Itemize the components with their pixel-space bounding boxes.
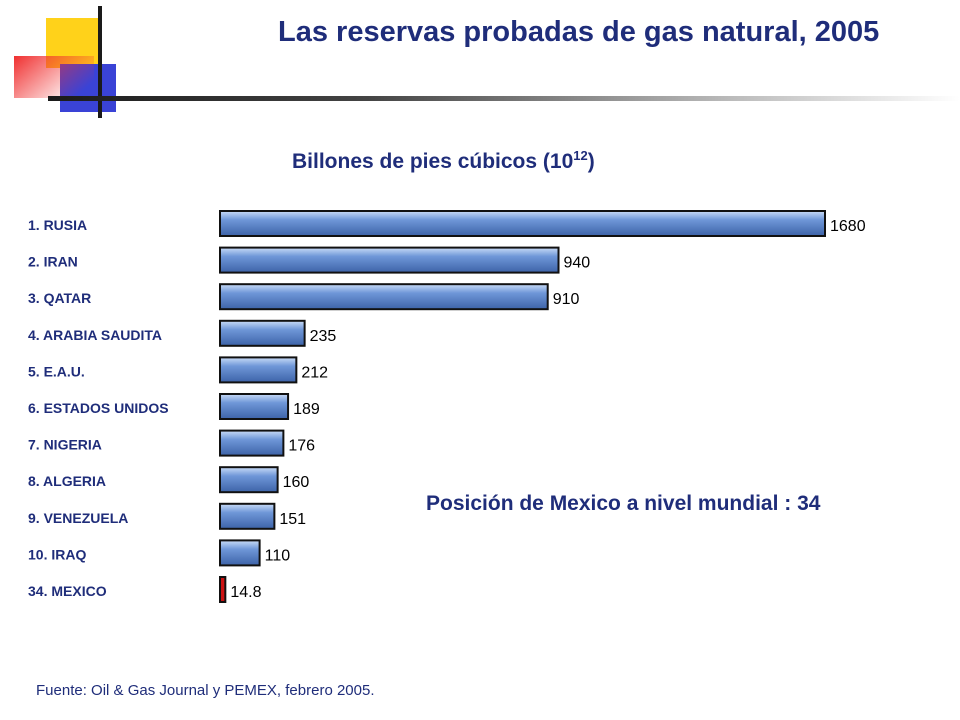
value-label: 14.8 <box>230 584 261 601</box>
bar <box>219 356 298 384</box>
subtitle-exponent: 12 <box>573 148 588 163</box>
value-label: 1680 <box>830 218 866 235</box>
slide-title: Las reservas probadas de gas natural, 20… <box>278 16 880 48</box>
logo-vertical-line <box>98 6 102 118</box>
category-label: 5. E.A.U. <box>28 363 85 379</box>
category-label: 7. NIGERIA <box>28 437 102 453</box>
bar <box>219 319 306 347</box>
bar <box>219 283 549 311</box>
bar <box>219 393 290 420</box>
bar <box>219 429 285 457</box>
value-label: 110 <box>265 547 291 564</box>
decorative-logo <box>0 0 150 125</box>
value-label: 151 <box>279 511 306 528</box>
category-label: 8. ALGERIA <box>28 473 106 489</box>
subtitle-text: Billones de pies cúbicos (10 <box>292 150 574 173</box>
value-label: 910 <box>553 291 580 308</box>
bar <box>219 466 279 494</box>
bar <box>219 502 276 530</box>
value-label: 160 <box>283 474 310 491</box>
category-label: 9. VENEZUELA <box>28 510 128 526</box>
bar-chart: 1. RUSIA 1680 2. IRAN 940 3. QATAR 910 4. ARAB… <box>28 210 866 603</box>
category-label: 2. IRAN <box>28 254 78 270</box>
chart-subtitle: Billones de pies cúbicos (1012) <box>292 148 595 174</box>
value-label: 189 <box>293 401 320 418</box>
value-label: 212 <box>301 364 328 381</box>
category-label: 3. QATAR <box>28 290 91 306</box>
logo-squares-icon <box>14 6 116 118</box>
logo-red-square <box>14 56 94 98</box>
bar <box>219 539 261 567</box>
source-note: Fuente: Oil & Gas Journal y PEMEX, febre… <box>36 682 375 699</box>
value-label: 176 <box>288 438 315 455</box>
mexico-position-note: Posición de Mexico a nivel mundial : 34 <box>426 492 821 515</box>
category-label: 10. IRAQ <box>28 546 86 562</box>
category-label: 1. RUSIA <box>28 217 87 233</box>
value-label: 940 <box>564 255 591 272</box>
value-label: 235 <box>310 328 337 345</box>
subtitle-end: ) <box>587 150 595 173</box>
bar <box>219 210 826 237</box>
category-label: 34. MEXICO <box>28 583 107 599</box>
bar <box>219 246 560 274</box>
bar-highlight <box>219 576 227 603</box>
category-label: 6. ESTADOS UNIDOS <box>28 400 169 416</box>
title-underline <box>48 96 960 101</box>
category-label: 4. ARABIA SAUDITA <box>28 327 162 343</box>
